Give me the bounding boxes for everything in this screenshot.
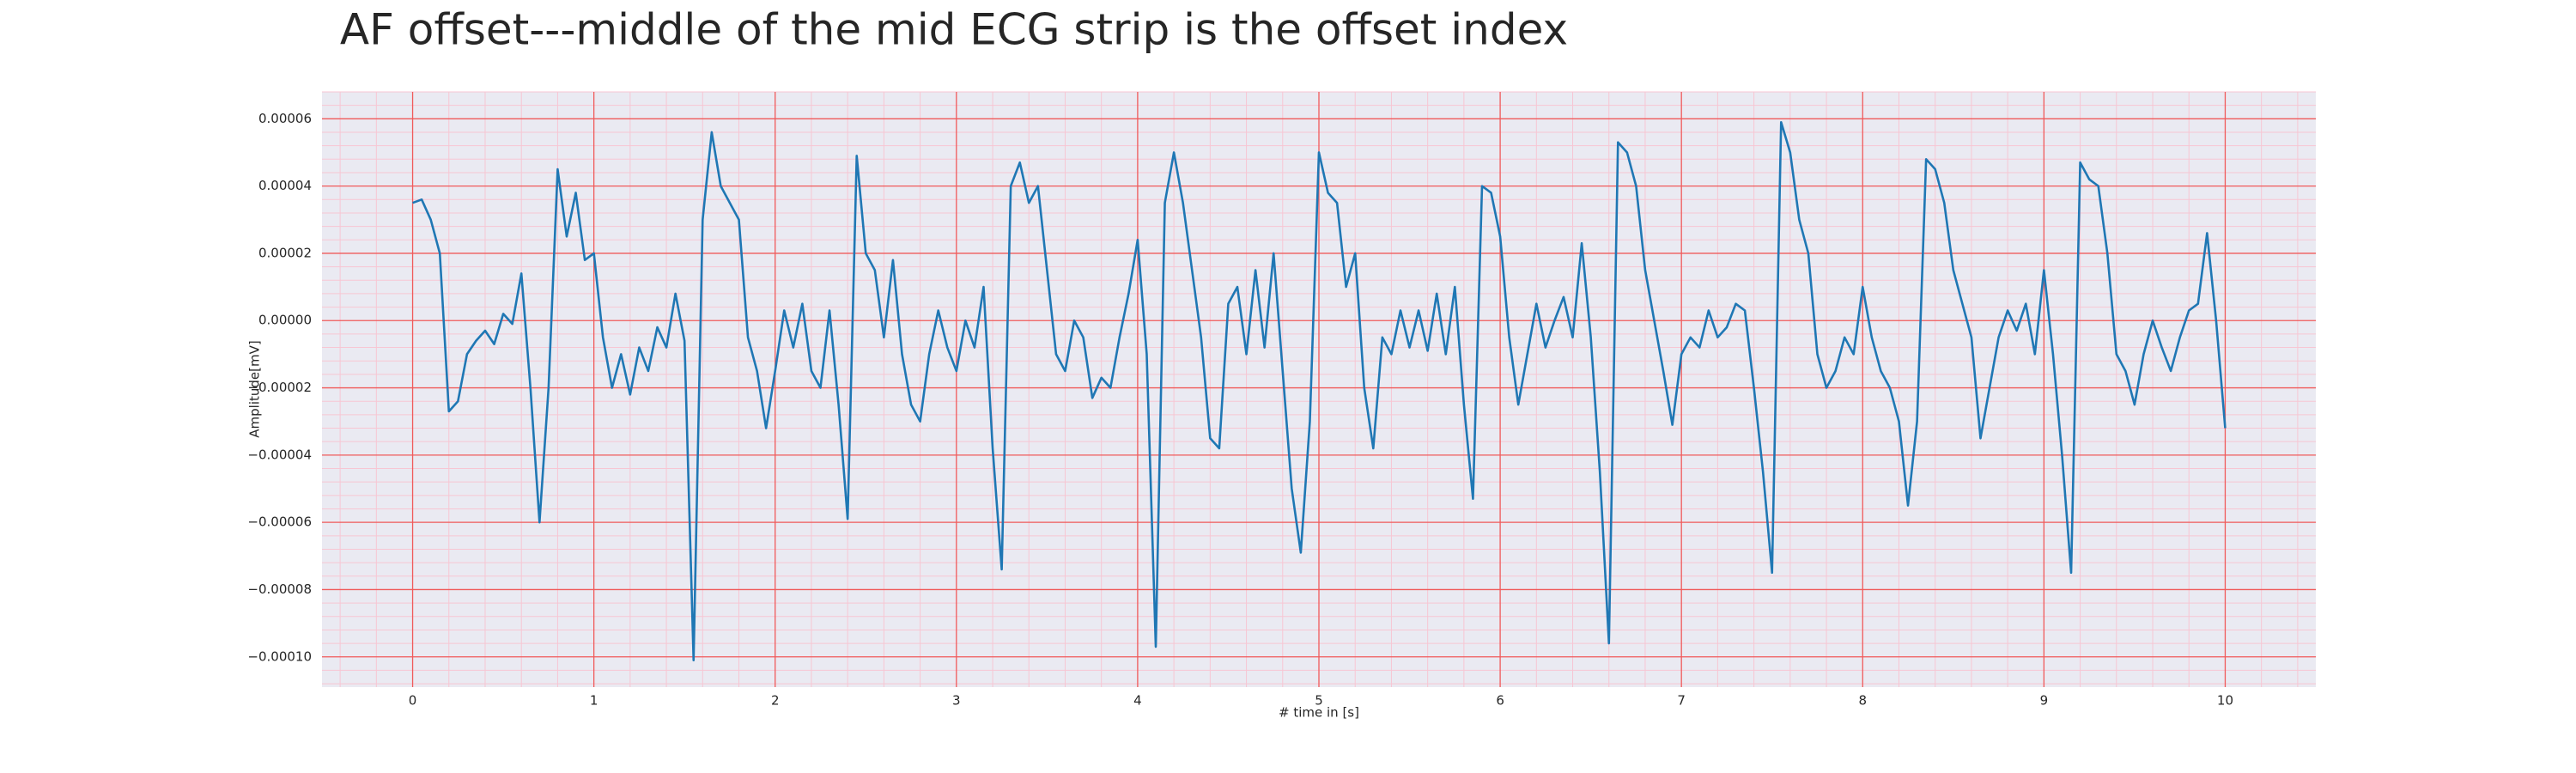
y-tick-label: 0.00002 (258, 245, 312, 260)
x-tick-label: 2 (771, 693, 780, 709)
y-tick-label: 0.00004 (258, 178, 312, 193)
x-tick-label: 1 (590, 693, 598, 709)
x-tick-label: 4 (1133, 693, 1142, 709)
x-tick-label: 6 (1496, 693, 1504, 709)
x-tick-label: 3 (952, 693, 961, 709)
x-tick-label: 0 (409, 693, 417, 709)
x-tick-label: 7 (1677, 693, 1686, 709)
y-tick-label: −0.00004 (247, 447, 312, 462)
x-axis-label: # time in [s] (1279, 705, 1359, 721)
x-tick-label: 5 (1315, 693, 1323, 709)
y-axis-label: Amplitude[mV] (247, 340, 263, 437)
y-tick-label: −0.00008 (247, 581, 312, 597)
x-tick-label: 8 (1858, 693, 1867, 709)
y-tick-label: −0.00010 (247, 648, 312, 664)
y-tick-label: −0.00006 (247, 514, 312, 530)
signal-line (412, 120, 2227, 661)
grid (322, 91, 2316, 687)
marks (412, 120, 2227, 661)
y-tick-label: 0.00006 (258, 111, 312, 126)
chart-title: AF offset---middle of the mid ECG strip … (340, 5, 1568, 55)
x-tick-label: 9 (2040, 693, 2049, 709)
y-tick-label: −0.00002 (247, 380, 312, 395)
y-tick-label: 0.00000 (258, 313, 312, 328)
x-tick-label: 10 (2217, 693, 2233, 709)
